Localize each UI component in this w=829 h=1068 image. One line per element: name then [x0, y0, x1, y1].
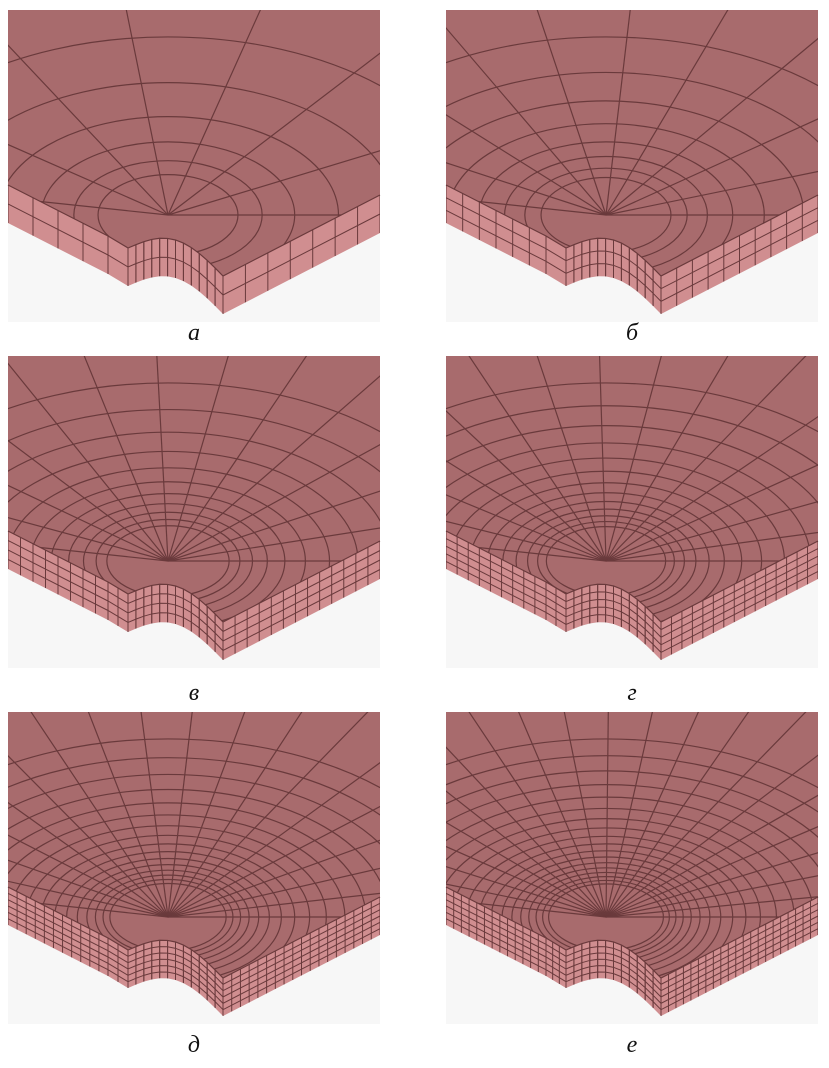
figure: а б в г д е [0, 0, 829, 1068]
panel-label: в [189, 680, 199, 706]
panel-label: г [627, 680, 636, 706]
panel-label: д [188, 1032, 200, 1058]
panel-label: а [188, 320, 200, 346]
panel-label: е [627, 1032, 638, 1058]
panel-label: б [626, 320, 639, 346]
